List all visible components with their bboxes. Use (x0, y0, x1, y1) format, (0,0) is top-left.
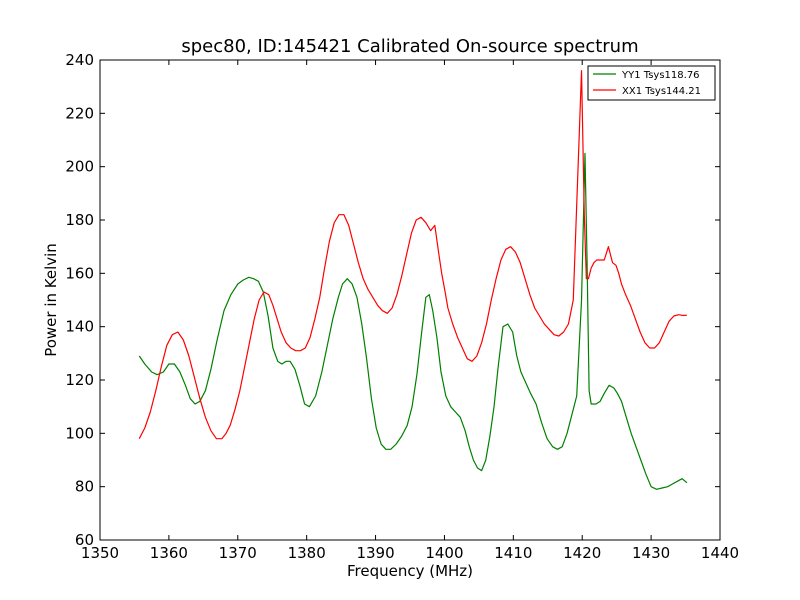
x-axis-label: Frequency (MHz) (347, 562, 473, 580)
x-tick-label: 1420 (563, 544, 601, 562)
legend-label-xx1: XX1 Tsys144.21 (622, 86, 701, 97)
x-tick-label: 1430 (632, 544, 670, 562)
x-tick-label: 1400 (425, 544, 463, 562)
chart-title: spec80, ID:145421 Calibrated On-source s… (181, 36, 638, 57)
x-axis-ticks: 1350 1360 1370 1380 1390 1400 1410 1420 1430 1440 (81, 60, 739, 562)
y-tick-label: 80 (75, 478, 94, 496)
y-tick-label: 240 (65, 51, 94, 69)
x-tick-label: 1360 (150, 544, 188, 562)
x-tick-label: 1350 (81, 544, 119, 562)
y-tick-label: 180 (65, 211, 94, 229)
y-tick-label: 140 (65, 318, 94, 336)
plot-series (138, 70, 688, 490)
x-tick-label: 1390 (356, 544, 394, 562)
plot-frame (99, 59, 721, 541)
x-tick-label: 1440 (701, 544, 739, 562)
y-axis-ticks: 60 80 100 120 140 160 180 200 220 240 (65, 51, 720, 549)
y-tick-label: 100 (65, 424, 94, 442)
legend-label-yy1: YY1 Tsys118.76 (621, 70, 700, 81)
y-tick-label: 220 (65, 104, 94, 122)
legend: YY1 Tsys118.76 XX1 Tsys144.21 (587, 65, 716, 101)
y-tick-label: 200 (65, 158, 94, 176)
series-line-xx1 (138, 70, 687, 440)
series-line-yy1 (138, 152, 688, 490)
x-tick-label: 1410 (494, 544, 532, 562)
y-tick-label: 160 (65, 264, 94, 282)
x-tick-label: 1370 (219, 544, 257, 562)
x-tick-label: 1380 (288, 544, 326, 562)
y-tick-label: 60 (75, 531, 94, 549)
y-axis-label: Power in Kelvin (42, 243, 60, 357)
y-tick-label: 120 (65, 371, 94, 389)
legend-box (587, 65, 716, 101)
